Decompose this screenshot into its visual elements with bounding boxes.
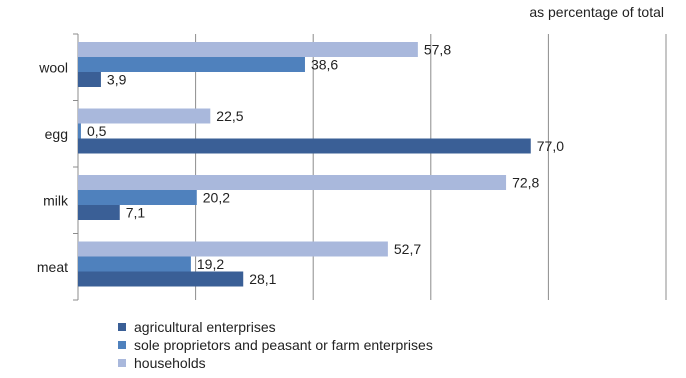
- data-label-egg-2: 77,0: [537, 138, 564, 154]
- legend-label: agricultural enterprises: [134, 319, 276, 335]
- data-label-meat-1: 19,2: [197, 256, 224, 272]
- data-label-egg-1: 0,5: [87, 123, 107, 139]
- bar-meat-2: [78, 271, 244, 287]
- data-label-milk-1: 20,2: [203, 190, 230, 206]
- legend-item: sole proprietors and peasant or farm ent…: [118, 336, 433, 354]
- bars: [78, 42, 531, 287]
- category-label-milk: milk: [43, 192, 69, 208]
- data-label-wool-0: 57,8: [424, 42, 451, 58]
- gridlines: [195, 34, 667, 300]
- category-label-wool: wool: [38, 59, 68, 75]
- bar-milk-1: [78, 190, 197, 205]
- data-label-meat-0: 52,7: [394, 241, 421, 257]
- legend-swatch: [118, 359, 126, 367]
- bar-meat-0: [78, 241, 388, 257]
- bar-milk-2: [78, 205, 120, 220]
- bar-egg-2: [78, 138, 531, 154]
- legend-swatch: [118, 323, 126, 331]
- bar-egg-1: [78, 123, 81, 139]
- legend-label: households: [134, 355, 206, 371]
- legend-swatch: [118, 341, 126, 349]
- data-label-wool-2: 3,9: [107, 72, 127, 88]
- legend-item: agricultural enterprises: [118, 318, 433, 336]
- bar-wool-1: [78, 57, 305, 72]
- category-label-meat: meat: [37, 259, 68, 275]
- bar-wool-0: [78, 42, 418, 57]
- data-label-wool-1: 38,6: [311, 57, 338, 73]
- bar-egg-0: [78, 108, 211, 124]
- data-label-milk-2: 7,1: [126, 205, 146, 221]
- bar-wool-2: [78, 72, 101, 87]
- data-label-meat-2: 28,1: [249, 271, 276, 287]
- legend-label: sole proprietors and peasant or farm ent…: [134, 337, 433, 353]
- bar-meat-1: [78, 256, 191, 272]
- category-labels: wool egg milk meat: [37, 59, 69, 275]
- legend-item: households: [118, 354, 433, 372]
- category-axis: [73, 33, 79, 301]
- data-labels: 57,8 38,6 3,9 22,5 0,5 77,0 72,8 20,2 7,1 52,7 19,…: [87, 42, 564, 288]
- data-label-egg-0: 22,5: [216, 108, 243, 124]
- data-label-milk-0: 72,8: [512, 175, 539, 191]
- bar-milk-0: [78, 175, 507, 190]
- category-label-egg: egg: [45, 126, 68, 142]
- legend: agricultural enterprises sole proprietors…: [118, 318, 433, 372]
- unit-label: as percentage of total: [529, 4, 664, 20]
